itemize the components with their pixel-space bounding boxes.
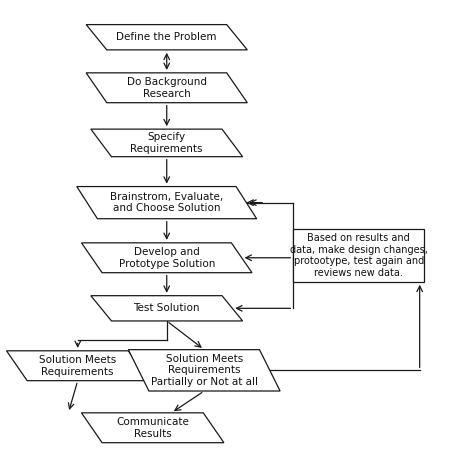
Text: Communicate
Results: Communicate Results: [116, 417, 189, 438]
Polygon shape: [128, 350, 280, 391]
Polygon shape: [86, 25, 247, 50]
Polygon shape: [86, 73, 247, 103]
Polygon shape: [82, 413, 224, 443]
Polygon shape: [7, 351, 149, 381]
Polygon shape: [91, 296, 243, 321]
Polygon shape: [82, 243, 252, 272]
Text: Specify
Requirements: Specify Requirements: [130, 132, 203, 154]
Bar: [293, 229, 424, 282]
Text: Define the Problem: Define the Problem: [117, 32, 217, 42]
Text: Brainstrom, Evaluate,
and Choose Solution: Brainstrom, Evaluate, and Choose Solutio…: [110, 192, 223, 213]
Text: Develop and
Prototype Solution: Develop and Prototype Solution: [118, 247, 215, 269]
Text: Test Solution: Test Solution: [134, 303, 200, 313]
Text: Solution Meets
Requirements
Partially or Not at all: Solution Meets Requirements Partially or…: [151, 354, 258, 387]
Text: Do Background
Research: Do Background Research: [127, 77, 207, 99]
Text: Solution Meets
Requirements: Solution Meets Requirements: [39, 355, 116, 377]
Polygon shape: [91, 129, 243, 157]
Text: Based on results and
data, make design changes,
protootype, test again and
revie: Based on results and data, make design c…: [290, 233, 428, 278]
Polygon shape: [77, 186, 257, 219]
